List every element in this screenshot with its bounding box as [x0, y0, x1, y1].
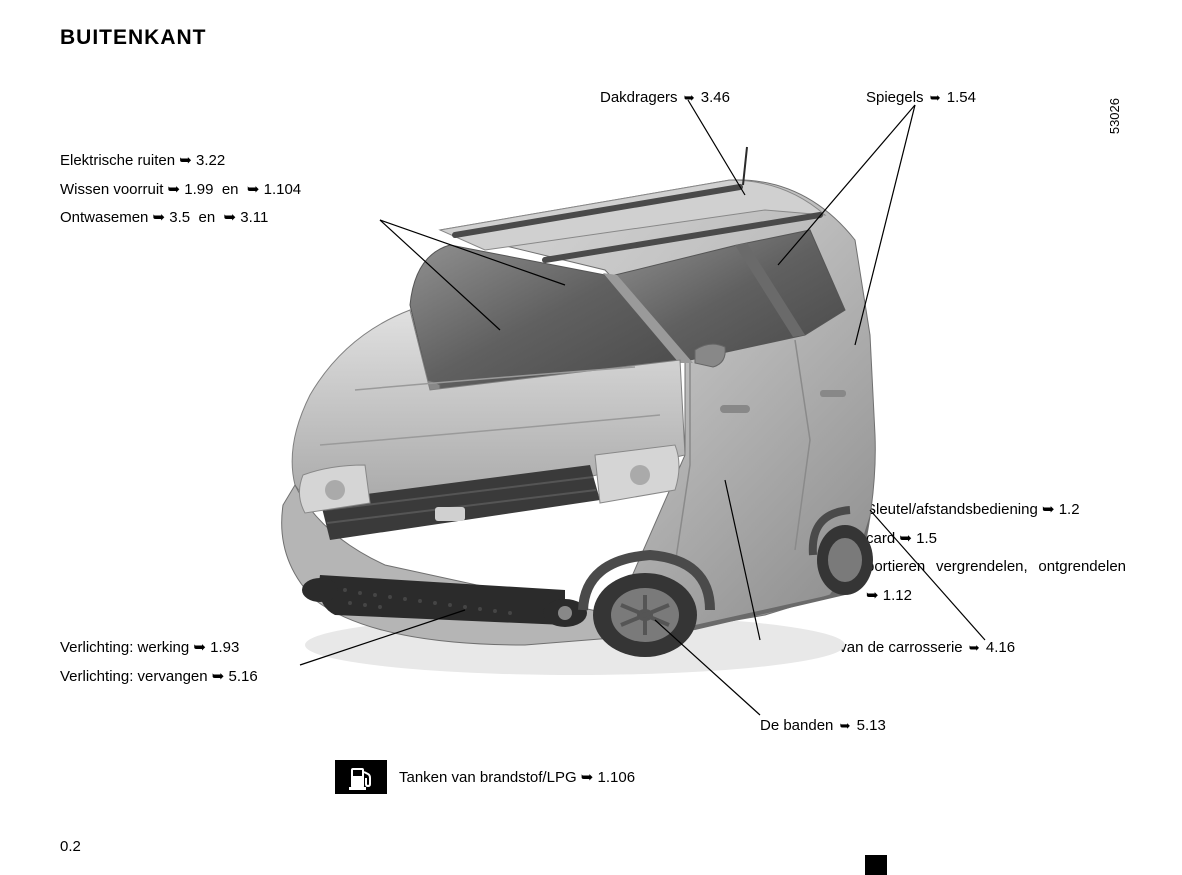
ref: 1.5	[916, 530, 937, 547]
ref: 1.99	[184, 181, 213, 198]
label: Verlichting: werking	[60, 639, 189, 656]
ref: 5.16	[229, 668, 258, 685]
joiner: en	[199, 209, 216, 226]
page-title: BUITENKANT	[60, 26, 207, 50]
ref: 5.13	[857, 717, 886, 734]
joiner: en	[222, 181, 239, 198]
car-svg	[265, 135, 885, 685]
label: Dakdragers	[600, 89, 678, 106]
arrow-icon: ➥	[212, 668, 225, 685]
ref: 1.93	[210, 639, 239, 656]
arrow-icon: ➥	[247, 181, 260, 198]
arrow-icon: ➥	[967, 640, 982, 655]
callout-dakdragers: Dakdragers ➥ 3.46	[600, 84, 730, 113]
callout-sleutel: Sleutel/afstandsbediening ➥ 1.2	[866, 496, 1126, 525]
label: De banden	[760, 717, 833, 734]
arrow-icon: ➥	[838, 718, 853, 733]
fuel-pump-icon	[335, 760, 387, 794]
arrow-icon: ➥	[928, 90, 943, 105]
car-illustration	[265, 135, 885, 685]
arrow-icon: ➥	[581, 769, 594, 786]
ref: 1.54	[947, 89, 976, 106]
tab-marker	[865, 855, 887, 875]
ref: 3.46	[701, 89, 730, 106]
label: Spiegels	[866, 89, 924, 106]
label: Verlichting: vervangen	[60, 668, 208, 685]
label: portieren vergrendelen, ontgrendelen	[866, 558, 1126, 575]
ref: 1.12	[883, 587, 912, 604]
ref: 3.5	[169, 209, 190, 226]
arrow-icon: ➥	[1042, 501, 1055, 518]
ref: 4.16	[986, 639, 1015, 656]
ref: 3.22	[196, 152, 225, 169]
callout-card: card ➥ 1.5	[866, 525, 1126, 554]
callout-verlichting-vervangen: Verlichting: vervangen ➥ 5.16	[60, 663, 258, 692]
label: Elektrische ruiten	[60, 152, 175, 169]
callout-portieren: portieren vergrendelen, ontgrendelen ➥ 1…	[866, 553, 1126, 610]
callout-banden: De banden ➥ 5.13	[760, 712, 886, 741]
page-number: 0.2	[60, 838, 81, 855]
arrow-icon: ➥	[153, 209, 166, 226]
label: Ontwasemen	[60, 209, 148, 226]
arrow-icon: ➥	[899, 530, 912, 547]
callout-verlichting-werking: Verlichting: werking ➥ 1.93	[60, 634, 258, 663]
ref: 1.106	[598, 769, 636, 786]
arrow-icon: ➥	[682, 90, 697, 105]
callout-spiegels: Spiegels ➥ 1.54	[866, 84, 976, 113]
fuel-label: Tanken van brandstof/LPG ➥ 1.106	[399, 768, 635, 786]
arrow-icon: ➥	[179, 152, 192, 169]
arrow-icon: ➥	[168, 181, 181, 198]
callout-block-doors: Sleutel/afstandsbediening ➥ 1.2 card ➥ 1…	[866, 496, 1126, 610]
label: Tanken van brandstof/LPG	[399, 769, 577, 786]
arrow-icon: ➥	[193, 639, 206, 656]
label: Wissen voorruit	[60, 181, 163, 198]
label: Sleutel/afstandsbediening	[866, 501, 1038, 518]
callout-block-lights: Verlichting: werking ➥ 1.93 Verlichting:…	[60, 634, 258, 691]
ref: 1.2	[1059, 501, 1080, 518]
figure-ref-number: 53026	[1107, 98, 1122, 134]
arrow-icon: ➥	[224, 209, 237, 226]
callout-tanken: Tanken van brandstof/LPG ➥ 1.106	[335, 760, 635, 794]
